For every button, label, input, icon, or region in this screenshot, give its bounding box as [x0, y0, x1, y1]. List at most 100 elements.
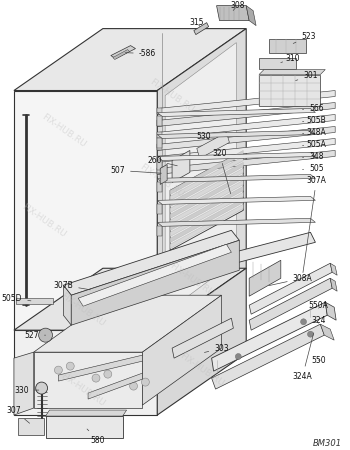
Polygon shape [249, 278, 332, 330]
Circle shape [130, 382, 138, 390]
Polygon shape [14, 29, 246, 90]
Polygon shape [212, 302, 327, 371]
Text: 310: 310 [281, 54, 300, 63]
Text: FIX-HUB.RU: FIX-HUB.RU [139, 162, 186, 199]
Polygon shape [157, 272, 162, 280]
Circle shape [66, 362, 74, 370]
Polygon shape [157, 121, 162, 126]
Polygon shape [34, 295, 222, 352]
Text: 315: 315 [190, 18, 204, 27]
Polygon shape [157, 182, 162, 192]
Text: FIX-HUB.RU: FIX-HUB.RU [40, 112, 87, 149]
Polygon shape [170, 204, 243, 248]
Polygon shape [170, 186, 243, 230]
Text: 320: 320 [212, 149, 231, 194]
Polygon shape [170, 157, 243, 201]
Text: 307B: 307B [54, 281, 90, 290]
Circle shape [141, 378, 149, 386]
Polygon shape [14, 330, 157, 415]
Polygon shape [170, 150, 243, 250]
Polygon shape [157, 130, 315, 139]
Text: 348A: 348A [302, 128, 326, 137]
Polygon shape [157, 132, 162, 139]
Text: 307A: 307A [303, 176, 326, 273]
Text: 507: 507 [110, 166, 161, 175]
Text: 348: 348 [302, 152, 324, 161]
Polygon shape [170, 180, 243, 225]
Polygon shape [212, 324, 324, 389]
Text: 308A: 308A [269, 274, 313, 286]
Polygon shape [157, 157, 162, 162]
Polygon shape [246, 6, 256, 26]
Text: 505B: 505B [302, 116, 326, 125]
Polygon shape [14, 352, 34, 415]
Circle shape [36, 382, 48, 394]
Circle shape [301, 319, 307, 325]
Text: 505: 505 [302, 164, 324, 173]
Polygon shape [259, 75, 320, 107]
Polygon shape [249, 263, 332, 314]
Text: 330: 330 [15, 386, 39, 395]
Circle shape [308, 331, 314, 337]
Circle shape [38, 328, 52, 342]
Circle shape [235, 354, 241, 360]
Polygon shape [172, 318, 233, 358]
Polygon shape [157, 103, 335, 126]
Polygon shape [157, 268, 246, 415]
Polygon shape [14, 90, 157, 330]
Polygon shape [71, 240, 239, 325]
Polygon shape [157, 139, 162, 148]
Polygon shape [194, 22, 209, 35]
Text: 308: 308 [230, 1, 245, 10]
Polygon shape [160, 164, 167, 184]
Polygon shape [320, 324, 334, 340]
Polygon shape [63, 230, 239, 295]
Polygon shape [157, 139, 335, 162]
Polygon shape [157, 160, 162, 171]
Text: 527: 527 [25, 331, 46, 340]
Text: FIX-HUB.RU: FIX-HUB.RU [168, 262, 216, 299]
Polygon shape [157, 204, 162, 214]
Text: FIX-HUB.RU: FIX-HUB.RU [60, 292, 107, 328]
Polygon shape [330, 263, 337, 275]
Polygon shape [170, 150, 243, 194]
Text: 523: 523 [293, 32, 316, 44]
Polygon shape [46, 410, 127, 416]
Text: FIX-HUB.RU: FIX-HUB.RU [60, 372, 107, 409]
Text: FIX-HUB.RU: FIX-HUB.RU [178, 351, 225, 389]
Text: 566: 566 [302, 104, 324, 113]
Polygon shape [157, 108, 315, 117]
Text: 505D: 505D [2, 294, 31, 303]
Text: BM301: BM301 [313, 439, 342, 448]
Text: -586: -586 [125, 49, 156, 58]
Polygon shape [170, 175, 243, 219]
Polygon shape [113, 50, 130, 59]
Polygon shape [259, 70, 325, 75]
Polygon shape [157, 150, 335, 175]
Polygon shape [157, 175, 315, 182]
Text: FIX-HUB.RU: FIX-HUB.RU [20, 202, 67, 239]
Polygon shape [63, 285, 71, 325]
Polygon shape [157, 232, 315, 282]
Polygon shape [78, 244, 231, 306]
Polygon shape [58, 355, 142, 381]
Polygon shape [325, 302, 336, 320]
Polygon shape [330, 278, 337, 291]
Polygon shape [170, 168, 243, 212]
Text: 303: 303 [204, 344, 229, 353]
Polygon shape [170, 198, 243, 243]
Text: 550A: 550A [308, 301, 328, 310]
Circle shape [55, 366, 62, 374]
Polygon shape [142, 295, 222, 405]
Text: 307: 307 [7, 405, 30, 423]
Polygon shape [46, 416, 122, 438]
Polygon shape [157, 218, 315, 226]
Text: 301: 301 [296, 71, 318, 81]
Text: 260: 260 [147, 156, 177, 166]
Polygon shape [14, 268, 246, 330]
Polygon shape [157, 108, 162, 114]
Polygon shape [157, 117, 162, 126]
Polygon shape [170, 162, 243, 207]
Polygon shape [157, 29, 246, 330]
Polygon shape [172, 150, 190, 182]
